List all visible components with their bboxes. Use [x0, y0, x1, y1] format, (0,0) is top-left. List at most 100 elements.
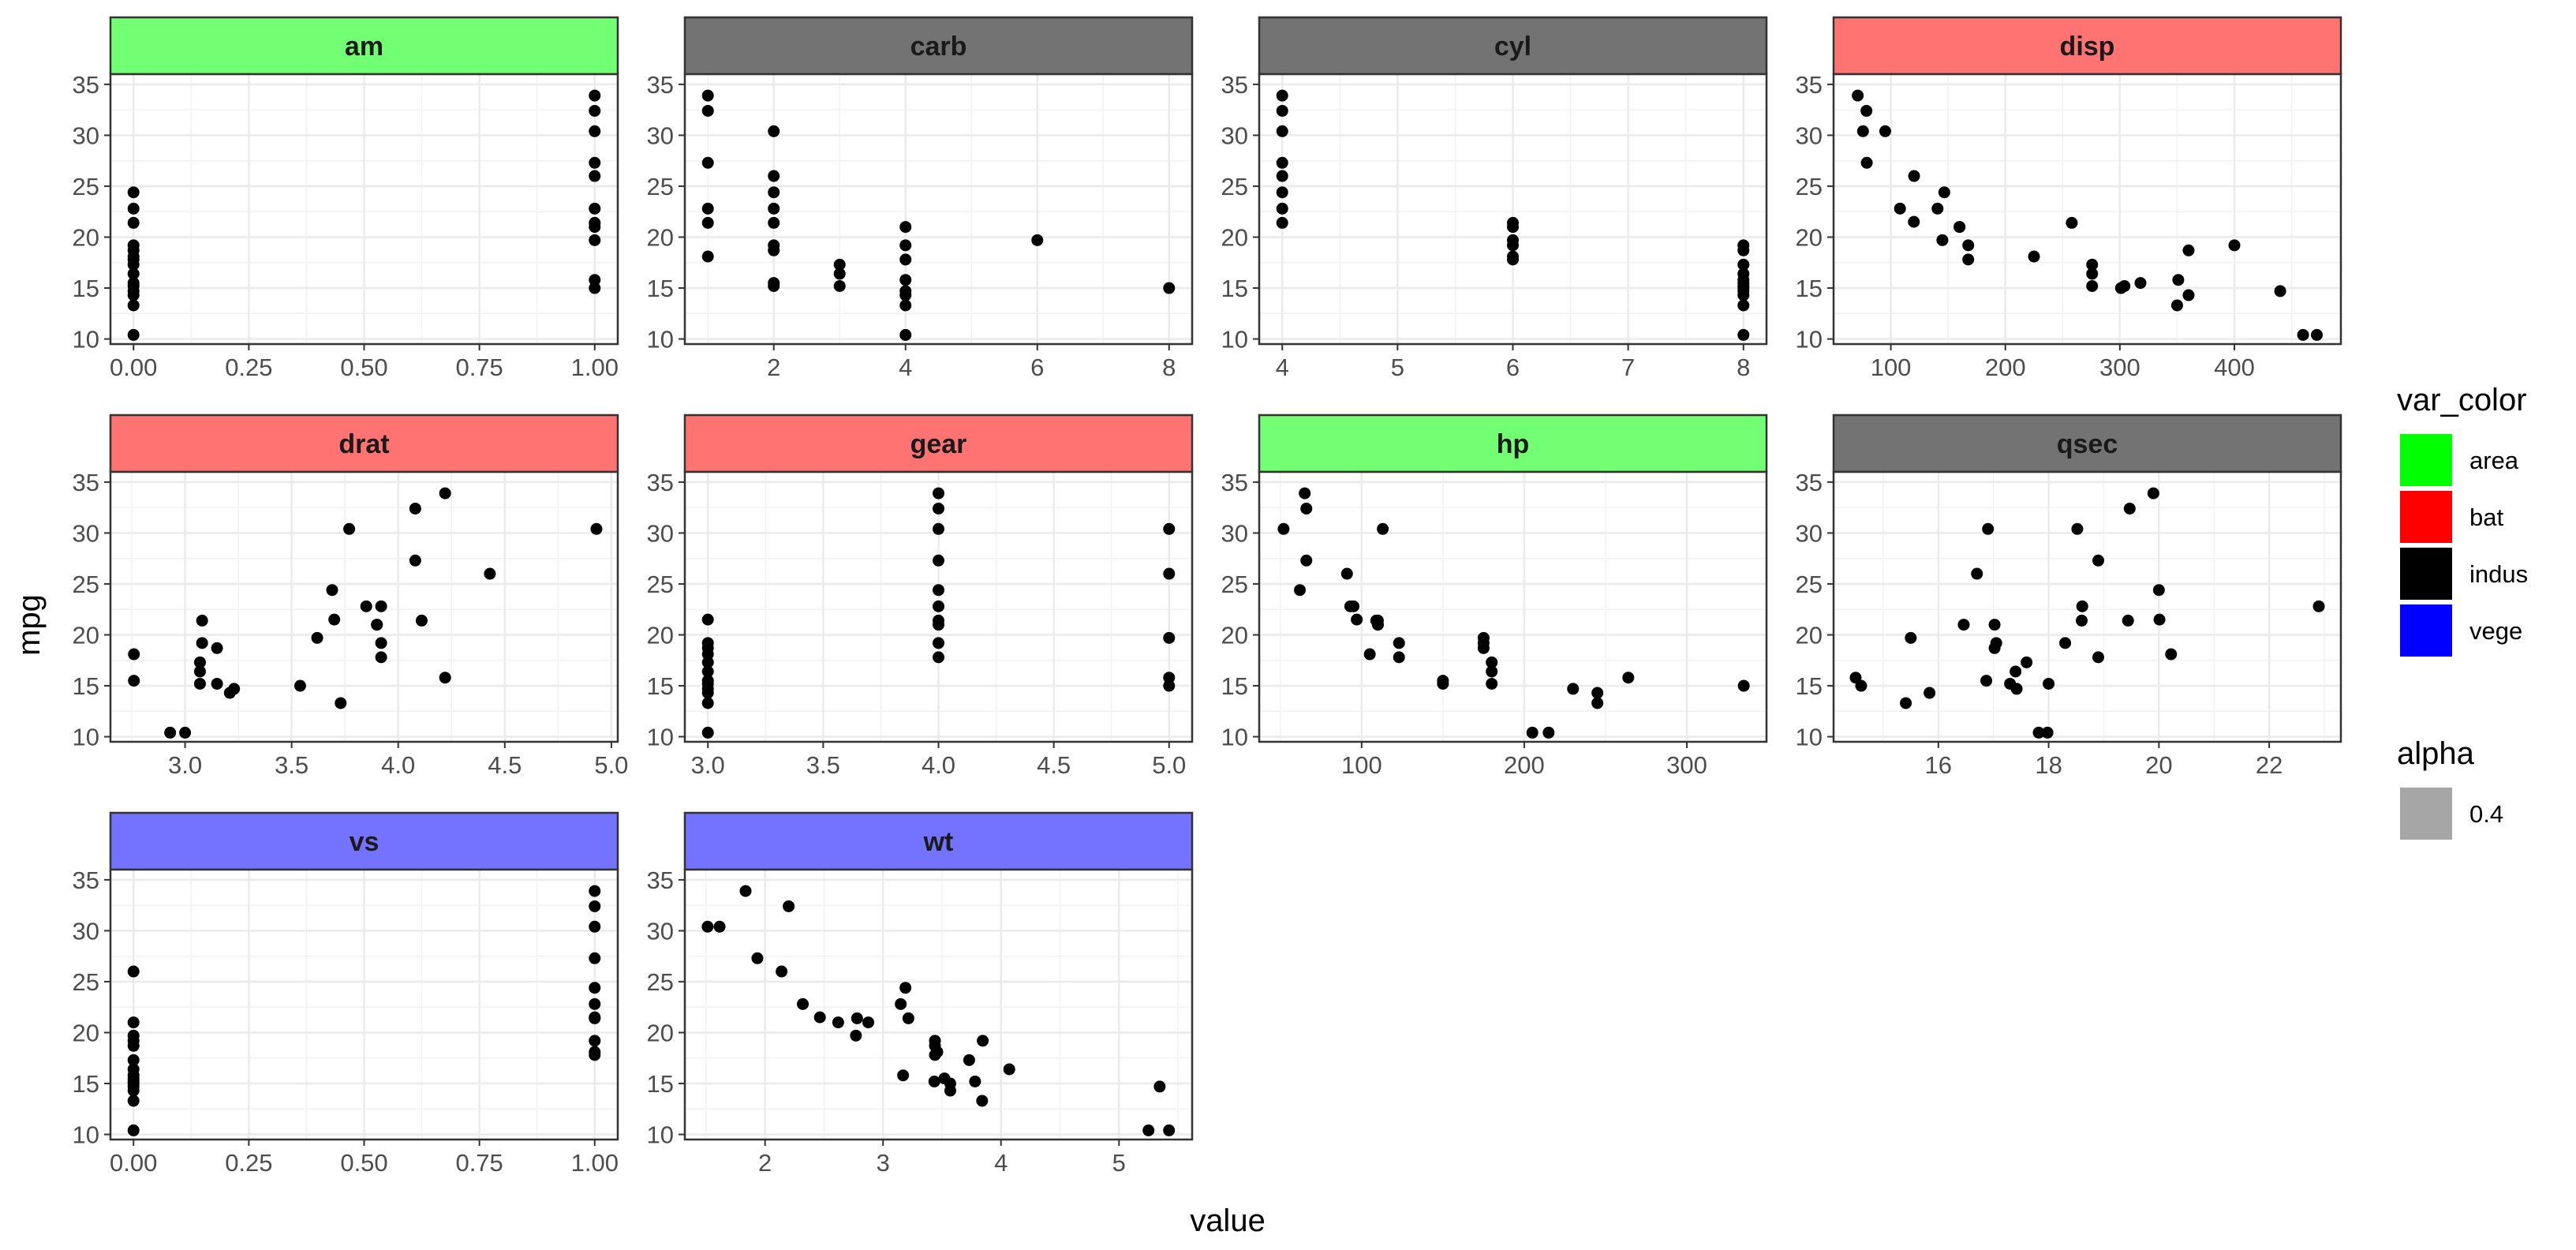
data-point: [768, 186, 780, 199]
x-tick-label: 8: [1737, 354, 1750, 381]
x-tick-label: 3.5: [275, 751, 308, 779]
data-point: [832, 1016, 844, 1029]
data-point: [127, 277, 140, 290]
legend-key-alpha: [2400, 788, 2452, 840]
panel-title: gear: [910, 429, 967, 459]
y-tick-label: 35: [1221, 71, 1248, 99]
x-tick-label: 4: [899, 354, 912, 381]
x-tick-label: 0.25: [225, 354, 272, 381]
data-point: [701, 675, 714, 687]
data-point: [211, 677, 223, 690]
y-tick-label: 35: [647, 866, 674, 894]
y-tick-label: 10: [73, 326, 99, 354]
data-point: [2028, 250, 2040, 263]
data-point: [589, 900, 601, 912]
data-point: [1591, 687, 1604, 699]
y-tick-label: 35: [73, 469, 99, 496]
data-point: [589, 156, 601, 169]
data-point: [895, 997, 907, 1010]
data-point: [1348, 600, 1360, 612]
x-tick-label: 0.00: [110, 354, 157, 381]
data-point: [1363, 648, 1376, 661]
data-point: [589, 1011, 601, 1024]
panel-wt: wt 10 15 20 25 30 35 2 3 4 5: [647, 811, 1194, 1177]
data-point: [1486, 656, 1498, 668]
data-point: [127, 239, 140, 252]
panel-background: [685, 870, 1192, 1140]
data-point: [897, 1069, 910, 1082]
panel-hp: hp 10 15 20 25 30 35 100 200 300: [1221, 414, 1768, 779]
data-point: [375, 637, 387, 649]
data-point: [415, 614, 428, 627]
panel-strip: [683, 16, 1194, 76]
legend-key-indus: [2400, 548, 2452, 600]
data-point: [2114, 282, 2127, 294]
data-point: [127, 186, 140, 199]
data-point: [899, 239, 912, 252]
panel-title: wt: [923, 827, 954, 857]
y-tick-label: 30: [1796, 519, 1823, 547]
y-tick-label: 30: [1221, 122, 1248, 149]
data-point: [1276, 89, 1288, 102]
data-point: [128, 648, 140, 661]
data-point: [1393, 637, 1405, 649]
data-point: [1737, 679, 1750, 692]
y-tick-label: 10: [1796, 724, 1823, 751]
x-tick-label: 4.0: [381, 751, 415, 779]
data-point: [751, 952, 764, 964]
panel-strip: [109, 414, 619, 473]
panel-strip: [109, 811, 619, 871]
data-point: [713, 920, 726, 933]
data-point: [127, 965, 140, 978]
data-point: [2311, 328, 2324, 341]
panel-title: cyl: [1494, 32, 1531, 62]
y-tick-label: 15: [647, 672, 674, 700]
data-point: [701, 104, 714, 117]
data-point: [375, 600, 387, 612]
data-point: [193, 677, 206, 690]
y-tick-label: 25: [1796, 173, 1823, 200]
data-point: [2059, 637, 2072, 649]
data-point: [739, 885, 752, 897]
data-point: [851, 1012, 863, 1024]
data-point: [589, 1046, 601, 1058]
y-tick-label: 20: [73, 621, 99, 649]
data-point: [1486, 665, 1498, 678]
y-tick-label: 15: [1796, 275, 1823, 302]
x-tick-label: 100: [1341, 751, 1382, 779]
legend-label-indus: indus: [2469, 560, 2528, 588]
y-tick-label: 25: [1221, 173, 1248, 200]
legend-key-area: [2400, 434, 2452, 486]
data-point: [439, 672, 451, 684]
data-point: [928, 1075, 940, 1087]
y-tick-label: 20: [1221, 223, 1248, 251]
x-tick-label: 0.50: [340, 1149, 387, 1177]
panel-strip: [1258, 414, 1768, 473]
data-point: [2165, 648, 2178, 661]
y-tick-label: 20: [1796, 223, 1823, 251]
y-tick-label: 10: [73, 1121, 99, 1149]
data-point: [933, 584, 944, 597]
data-point: [783, 900, 795, 912]
data-point: [127, 1063, 140, 1076]
data-point: [1542, 726, 1555, 739]
panel-border: [109, 470, 619, 743]
x-tick-label: 100: [1871, 354, 1912, 381]
data-point: [360, 600, 372, 612]
data-point: [1486, 677, 1498, 690]
data-point: [929, 1035, 941, 1047]
panel-gear: gear 10 15 20 25 30 35 3.0 3.5 4.0 4.5 5.0: [647, 414, 1194, 779]
y-tick-label: 25: [647, 968, 674, 996]
data-point: [833, 268, 846, 280]
x-tick-label: 1.00: [571, 354, 619, 381]
data-point: [2134, 277, 2147, 290]
panel-strip: [1832, 414, 2342, 473]
x-tick-label: 0.50: [340, 354, 387, 381]
data-point: [1163, 567, 1176, 580]
data-point: [1299, 487, 1311, 500]
y-tick-label: 30: [647, 122, 674, 149]
y-tick-label: 30: [1796, 122, 1823, 149]
y-tick-label: 20: [647, 1019, 674, 1046]
x-tick-label: 1.00: [571, 1149, 619, 1177]
y-tick-label: 20: [73, 1019, 99, 1046]
